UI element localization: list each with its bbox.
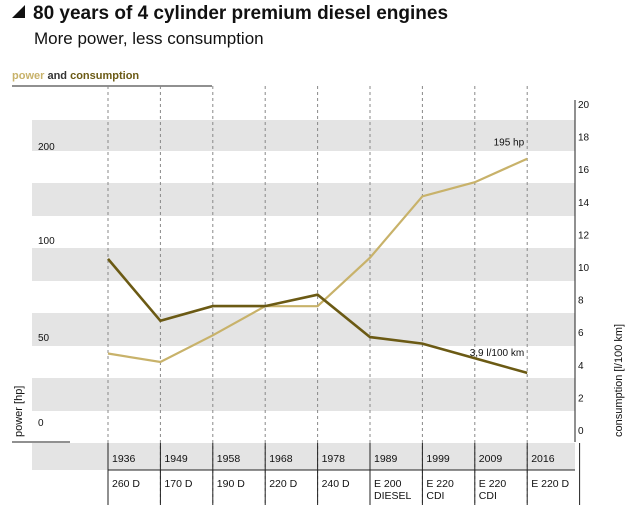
chart-subtitle: More power, less consumption — [34, 29, 264, 48]
x-tick-label-year: 1936 — [112, 453, 136, 465]
legend: power and consumption — [12, 70, 139, 82]
x-tick-label-model: DIESEL — [374, 490, 412, 502]
right-tick-label: 12 — [578, 230, 590, 241]
right-tick-label: 8 — [578, 296, 584, 307]
chart-title-text: 80 years of 4 cylinder premium diesel en… — [33, 3, 449, 24]
x-tick-label-model: 170 D — [164, 478, 192, 490]
legend-consumption: consumption — [70, 70, 140, 82]
x-tick-label-model: E 220 — [426, 478, 454, 490]
x-tick-label-model: 260 D — [112, 478, 140, 490]
x-tick-label-year: 1999 — [426, 453, 450, 465]
right-tick-label: 18 — [578, 133, 590, 144]
left-tick-label: 0 — [38, 418, 44, 429]
left-axis-title: power [hp] — [13, 386, 25, 437]
right-tick-label: 14 — [578, 198, 590, 209]
title-block: 80 years of 4 cylinder premium diesel en… — [12, 2, 448, 50]
right-tick-label: 6 — [578, 328, 584, 339]
triangle-icon — [12, 5, 25, 18]
x-tick-label-model: 190 D — [217, 478, 245, 490]
right-tick-label: 10 — [578, 263, 590, 274]
x-tick-label-year: 2009 — [479, 453, 503, 465]
grid-band — [32, 378, 575, 411]
right-axis-title: consumption [l/100 km] — [613, 324, 625, 437]
x-tick-label-model: E 220 D — [531, 478, 569, 490]
legend-power: power — [12, 70, 45, 82]
right-tick-label: 20 — [578, 100, 590, 111]
x-tick-label-year: 1958 — [217, 453, 241, 465]
x-tick-label-model: 220 D — [269, 478, 297, 490]
legend-and: and — [47, 70, 68, 82]
x-tick-label-year: 1968 — [269, 453, 293, 465]
series-line-power — [107, 157, 528, 364]
x-tick-label-year: 1949 — [164, 453, 188, 465]
x-tick-label-year: 1978 — [322, 453, 346, 465]
data-label-power: 195 hp — [494, 138, 525, 149]
right-tick-label: 0 — [578, 426, 584, 437]
x-tick-label-model: 240 D — [322, 478, 350, 490]
grid-band — [32, 183, 575, 216]
series-line-consumption — [107, 258, 528, 375]
x-tick-label-model: E 220 — [479, 478, 507, 490]
x-tick-label-model: E 200 — [374, 478, 402, 490]
chart-title: 80 years of 4 cylinder premium diesel en… — [12, 2, 448, 26]
x-tick-label-model: CDI — [426, 490, 444, 502]
right-tick-label: 16 — [578, 165, 590, 176]
right-tick-label: 2 — [578, 393, 584, 404]
left-tick-label: 100 — [38, 236, 55, 247]
x-tick-label-model: CDI — [479, 490, 497, 502]
left-tick-label: 200 — [38, 142, 55, 153]
grid-band — [32, 443, 575, 470]
data-label-consumption: 3,9 l/100 km — [470, 348, 524, 359]
x-tick-label-year: 1989 — [374, 453, 398, 465]
grid-band — [32, 120, 575, 151]
left-tick-label: 50 — [38, 333, 50, 344]
grid-band — [32, 313, 575, 346]
x-tick-label-year: 2016 — [531, 453, 555, 465]
right-tick-label: 4 — [578, 361, 584, 372]
